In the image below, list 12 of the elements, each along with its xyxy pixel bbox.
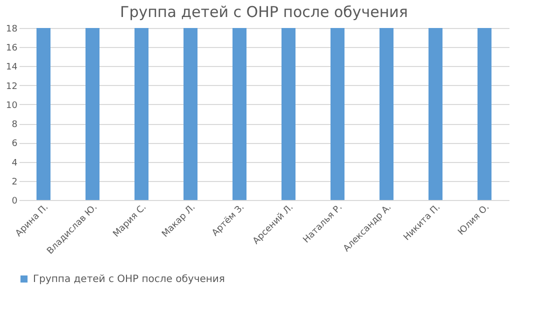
y-tick-label: 10 xyxy=(6,100,18,111)
y-tick-label: 14 xyxy=(6,62,18,73)
y-tick-label: 0 xyxy=(12,196,18,206)
y-tick-label: 6 xyxy=(12,139,18,150)
legend-label: Группа детей с ОНР после обучения xyxy=(33,274,225,285)
y-tick-label: 2 xyxy=(12,177,18,188)
chart-title: Группа детей с ОНР после обучения xyxy=(120,3,408,21)
y-tick-label: 4 xyxy=(12,158,18,168)
y-tick-label: 8 xyxy=(12,120,18,130)
y-tick-label: 18 xyxy=(6,24,18,34)
y-tick-label: 16 xyxy=(6,44,18,54)
y-tick-label: 12 xyxy=(6,82,18,92)
